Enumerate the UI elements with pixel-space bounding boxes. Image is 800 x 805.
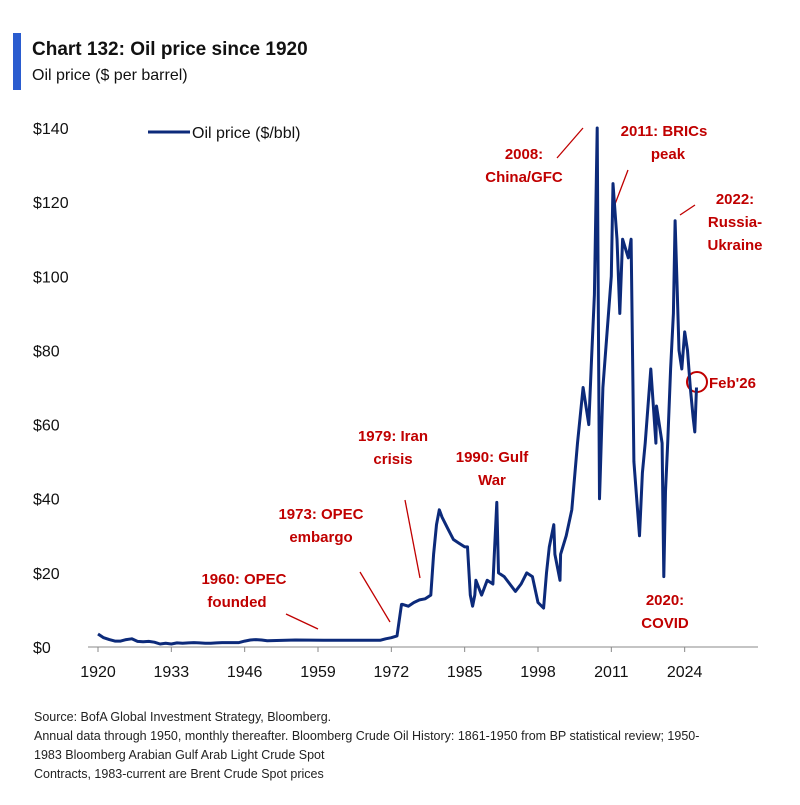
y-tick-label: $40	[33, 492, 60, 509]
note: Contracts, 1983-current are Brent Crude …	[34, 767, 324, 781]
note: 1983 Bloomberg Arabian Gulf Arab Light C…	[34, 748, 325, 762]
annotation: 1973: OPEC	[278, 506, 363, 523]
x-tick-label: 1959	[300, 664, 336, 681]
notes: Source: BofA Global Investment Strategy,…	[34, 710, 699, 781]
x-tick-label: 1998	[520, 664, 556, 681]
legend-label: Oil price ($/bbl)	[192, 125, 300, 142]
annotation: 1990: Gulf	[456, 449, 530, 466]
x-tick-label: 1946	[227, 664, 263, 681]
note: Annual data through 1950, monthly therea…	[34, 729, 699, 743]
x-tick-label: 2024	[667, 664, 703, 681]
annotation: 2008:	[505, 146, 543, 163]
y-tick-label: $20	[33, 566, 60, 583]
annotation: Russia-	[708, 214, 762, 231]
x-tick-label: 1972	[374, 664, 410, 681]
annotation: Feb'26	[709, 375, 756, 392]
x-tick-label: 1920	[80, 664, 116, 681]
note: Source: BofA Global Investment Strategy,…	[34, 710, 331, 724]
x-tick-label: 1985	[447, 664, 483, 681]
y-tick-label: $80	[33, 343, 60, 360]
annotation: 2020:	[646, 592, 684, 609]
x-tick-label: 1933	[154, 664, 190, 681]
y-tick-label: $60	[33, 418, 60, 435]
y-tick-label: $140	[33, 121, 69, 138]
annotation: peak	[651, 146, 686, 163]
annotation: Ukraine	[707, 237, 762, 254]
annotation: COVID	[641, 615, 689, 632]
y-tick-label: $100	[33, 269, 69, 286]
annotation: 1979: Iran	[358, 428, 428, 445]
y-tick-label: $0	[33, 640, 51, 657]
y-tick-label: $120	[33, 195, 69, 212]
annotation: War	[478, 472, 506, 489]
annotation: 1960: OPEC	[201, 571, 286, 588]
annotation: 2022:	[716, 191, 754, 208]
annotations: 1960: OPEC founded 1973: OPEC embargo 19…	[201, 123, 762, 632]
annotation: 2011: BRICs	[621, 123, 708, 140]
title-bar	[13, 33, 21, 90]
line-series	[97, 126, 698, 646]
chart-title: Chart 132: Oil price since 1920	[32, 39, 308, 60]
annotation: crisis	[373, 451, 412, 468]
annotation: China/GFC	[485, 169, 563, 186]
chart-subtitle: Oil price ($ per barrel)	[32, 67, 188, 84]
annotation: embargo	[289, 529, 352, 546]
annotation: founded	[207, 594, 266, 611]
x-tick-label: 2011	[594, 664, 629, 681]
